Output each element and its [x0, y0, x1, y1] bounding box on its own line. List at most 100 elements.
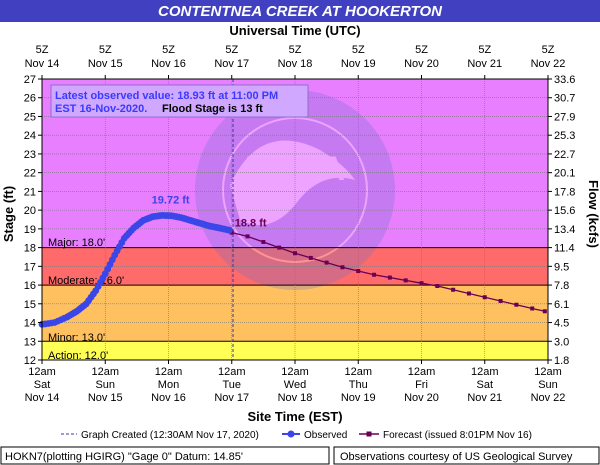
y-right-tick-label: 1.8	[554, 355, 569, 367]
x-bottom-tick-label: Fri	[415, 379, 428, 391]
forecast-point	[308, 255, 313, 260]
x-bottom-tick-label: Nov 14	[25, 392, 60, 404]
y-right-tick-label: 20.1	[554, 168, 575, 180]
x-bottom-tick-label: Nov 15	[88, 392, 123, 404]
observed-point	[225, 226, 233, 234]
x-bottom-tick-label: Nov 16	[151, 392, 186, 404]
x-bottom-tick-label: Nov 19	[341, 392, 376, 404]
y-right-tick-label: 9.5	[554, 261, 569, 273]
x-bottom-tick-label: 12am	[28, 366, 56, 378]
forecast-point	[356, 269, 361, 274]
y-right-tick-label: 11.4	[554, 243, 575, 255]
y-left-tick-label: 16	[24, 280, 36, 292]
x-top-tick-label: 5Z	[36, 44, 49, 56]
x-bottom-tick-label: 12am	[91, 366, 119, 378]
latest-value-line1: Latest observed value: 18.93 ft at 11:00…	[55, 90, 278, 102]
y-right-axis: 1.8 3.0 4.5 6.1 7.8 9.5 11.4 13.4 15.6 17.8 20.1 22…	[548, 74, 575, 367]
footer: HOKN7(plotting HGIRG) "Gage 0" Datum: 14…	[0, 446, 600, 465]
x-top-tick-label: 5Z	[352, 44, 365, 56]
flood-stage-text: Flood Stage is 13 ft	[162, 103, 263, 115]
forecast-series	[229, 230, 547, 314]
forecast-point	[451, 287, 456, 292]
legend: Graph Created (12:30AM Nov 17, 2020) Obs…	[61, 430, 532, 441]
forecast-point	[277, 245, 282, 250]
forecast-point	[498, 298, 503, 303]
x-bottom-tick-label: Nov 17	[214, 392, 249, 404]
x-top-tick-label: 5Z	[289, 44, 302, 56]
forecast-point	[372, 272, 377, 277]
y-right-title: Flow (kcfs)	[586, 180, 600, 248]
x-bottom-tick-label: 12am	[471, 366, 499, 378]
forecast-point	[387, 275, 392, 280]
y-left-tick-label: 18	[24, 243, 36, 255]
x-top-tick-label: Nov 18	[278, 58, 313, 70]
x-top-tick-label: 5Z	[162, 44, 175, 56]
forecast-point	[324, 260, 329, 265]
y-left-tick-label: 15	[24, 299, 36, 311]
x-bottom-tick-label: Wed	[284, 379, 306, 391]
forecast-point	[403, 278, 408, 283]
legend-forecast: Forecast (issued 8:01PM Nov 16)	[383, 430, 532, 441]
x-bottom-tick-label: Sun	[95, 379, 115, 391]
forecast-point	[261, 239, 266, 244]
latest-value-line2a: EST 16-Nov-2020.	[55, 103, 147, 115]
x-bottom-tick-label: Tue	[222, 379, 241, 391]
y-right-tick-label: 27.9	[554, 111, 575, 123]
y-left-tick-label: 27	[24, 74, 36, 86]
x-top-tick-label: Nov 21	[467, 58, 502, 70]
x-bottom-tick-label: 12am	[534, 366, 562, 378]
y-left-tick-label: 20	[24, 205, 36, 217]
y-left-tick-label: 21	[24, 186, 36, 198]
x-top-tick-label: Nov 14	[25, 58, 60, 70]
x-top-axis: 5Z Nov 14 5Z Nov 15 5Z Nov 16 5Z Nov 17 5Z Nov 18…	[25, 44, 566, 79]
x-top-tick-label: 5Z	[415, 44, 428, 56]
x-top-tick-label: Nov 16	[151, 58, 186, 70]
top-axis-title: Universal Time (UTC)	[229, 23, 360, 38]
y-left-tick-label: 14	[24, 318, 36, 330]
x-bottom-tick-label: 12am	[155, 366, 183, 378]
y-left-tick-label: 26	[24, 93, 36, 105]
y-right-tick-label: 17.8	[554, 186, 575, 198]
forecast-point	[482, 295, 487, 300]
x-top-tick-label: Nov 22	[531, 58, 566, 70]
x-bottom-tick-label: Nov 18	[278, 392, 313, 404]
x-bottom-tick-label: Nov 20	[404, 392, 439, 404]
y-left-tick-label: 23	[24, 149, 36, 161]
footer-right-box	[333, 446, 600, 465]
y-right-tick-label: 25.3	[554, 130, 575, 142]
forecast-point	[530, 306, 535, 311]
y-left-tick-label: 17	[24, 261, 36, 273]
forecast-point	[435, 284, 440, 289]
forecast-point	[245, 234, 250, 239]
legend-observed: Observed	[304, 430, 347, 441]
forecast-point	[340, 265, 345, 270]
chart-title: CONTENTNEA CREEK AT HOOKERTON	[158, 3, 443, 20]
y-left-axis: 12 13 14 15 16 17 18 19 20 21 22 23 24 25 26 27	[24, 74, 42, 367]
x-top-tick-label: Nov 15	[88, 58, 123, 70]
x-bottom-tick-label: Nov 21	[467, 392, 502, 404]
annotation-observed-label: 19.72 ft	[152, 194, 190, 206]
x-top-tick-label: 5Z	[225, 44, 238, 56]
x-top-tick-label: Nov 17	[214, 58, 249, 70]
x-bottom-tick-label: Mon	[158, 379, 179, 391]
x-top-tick-label: 5Z	[478, 44, 491, 56]
bottom-axis-title: Site Time (EST)	[247, 409, 342, 424]
footer-credit: Observations courtesy of US Geological S…	[340, 451, 573, 463]
y-left-tick-label: 19	[24, 224, 36, 236]
x-bottom-tick-label: Sat	[476, 379, 493, 391]
forecast-point	[514, 302, 519, 307]
annotation-forecast-label: 18.8 ft	[235, 218, 267, 230]
y-left-tick-label: 13	[24, 336, 36, 348]
x-bottom-tick-label: Sun	[538, 379, 558, 391]
x-bottom-tick-label: 12am	[281, 366, 309, 378]
forecast-point	[419, 281, 424, 286]
y-right-tick-label: 15.6	[554, 205, 575, 217]
y-right-tick-label: 30.7	[554, 93, 575, 105]
y-left-tick-label: 22	[24, 168, 36, 180]
latest-value-box: Latest observed value: 18.93 ft at 11:00…	[50, 84, 309, 118]
x-bottom-tick-label: Sat	[34, 379, 51, 391]
stage-label-moderate: Moderate: 16.0'	[48, 275, 124, 287]
data-annotations: 19.72 ft 18.8 ft	[152, 194, 267, 229]
x-bottom-tick-label: 12am	[408, 366, 436, 378]
